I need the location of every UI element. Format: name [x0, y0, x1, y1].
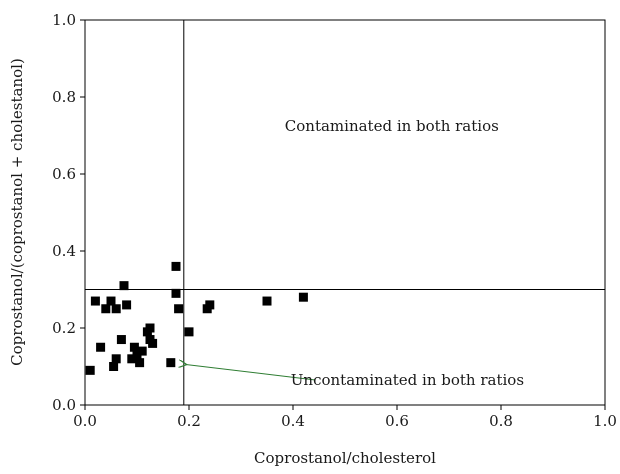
data-point [171, 261, 181, 271]
data-point [109, 362, 119, 371]
y-tick-label: 1.0 [52, 11, 76, 29]
x-tick-label: 0.6 [385, 412, 409, 430]
data-point [135, 358, 145, 368]
data-point [111, 304, 121, 314]
data-point [205, 300, 215, 310]
data-point [127, 354, 137, 364]
data-points [85, 261, 308, 375]
data-point [96, 342, 106, 352]
data-point [106, 296, 116, 306]
y-axis-ticks: 0.0 0.2 0.4 0.6 0.8 1.0 [52, 11, 85, 414]
data-point [122, 300, 132, 310]
data-point [174, 304, 184, 314]
y-tick-label: 0.8 [52, 88, 76, 106]
data-point [85, 365, 95, 375]
x-tick-label: 0.0 [73, 412, 97, 430]
data-point [148, 338, 158, 348]
data-point [119, 281, 129, 291]
x-axis-label: Coprostanol/cholesterol [254, 449, 436, 467]
y-tick-label: 0.4 [52, 242, 76, 260]
x-axis-ticks: 0.0 0.2 0.4 0.6 0.8 1.0 [73, 405, 617, 430]
y-axis-label: Coprostanol/(coprostanol + cholestanol) [8, 58, 26, 366]
x-tick-label: 0.8 [489, 412, 513, 430]
uncontaminated-label: Uncontaminated in both ratios [291, 371, 524, 389]
x-tick-label: 0.4 [281, 412, 305, 430]
data-point [184, 327, 194, 337]
data-point [129, 342, 139, 352]
y-tick-label: 0.2 [52, 319, 76, 337]
y-tick-label: 0.6 [52, 165, 76, 183]
data-point [116, 335, 126, 345]
x-tick-label: 0.2 [177, 412, 201, 430]
data-point [101, 304, 111, 314]
uncontaminated-arrow [187, 365, 316, 381]
data-point [145, 323, 155, 333]
data-point [166, 358, 176, 368]
data-point [171, 288, 181, 298]
data-point [298, 292, 308, 302]
data-point [262, 296, 272, 306]
contaminated-label: Contaminated in both ratios [285, 117, 499, 135]
data-point [90, 296, 100, 306]
data-point [111, 354, 121, 364]
y-tick-label: 0.0 [52, 396, 76, 414]
data-point [137, 346, 147, 356]
data-point [132, 350, 142, 360]
x-tick-label: 1.0 [593, 412, 617, 430]
plot-area-frame [84, 19, 606, 406]
